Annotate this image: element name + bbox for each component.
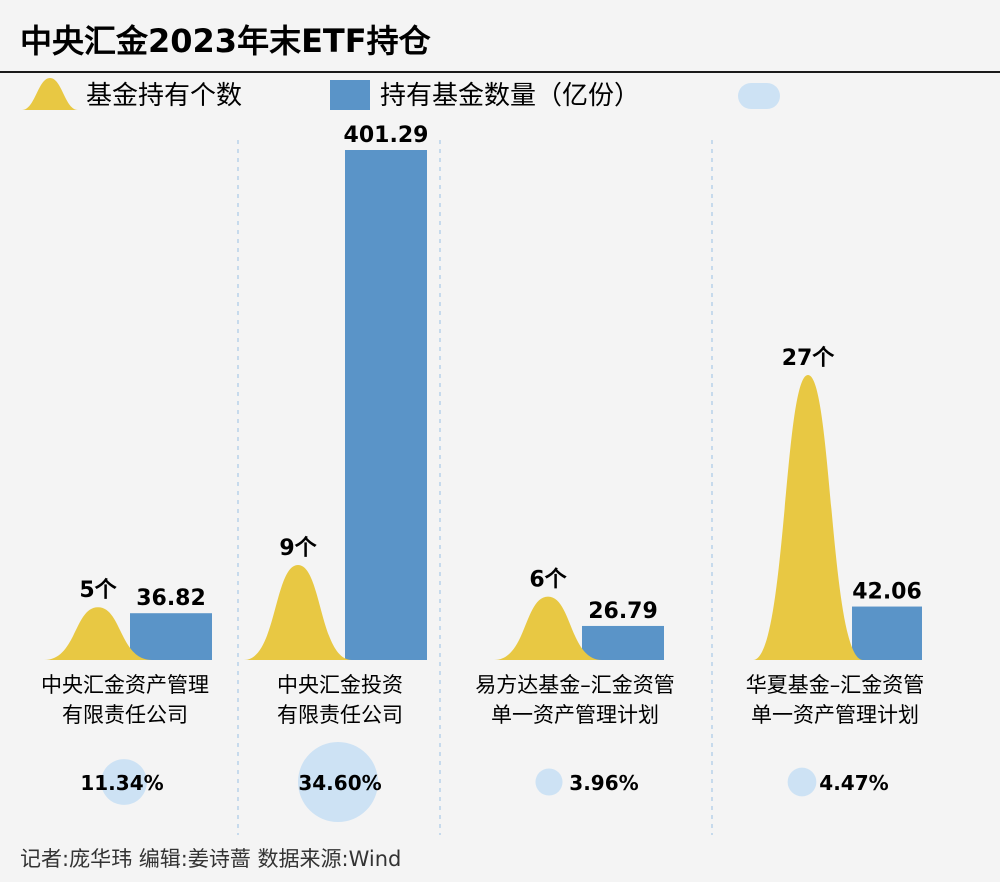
legend-bubble-swatch <box>738 83 780 109</box>
shares-value-label: 42.06 <box>852 580 922 605</box>
shares-bar <box>582 625 664 660</box>
shares-value-label: 401.29 <box>344 123 429 148</box>
share-percent-label: 34.60% <box>298 771 381 795</box>
share-percent-bubble <box>787 767 817 797</box>
category-label: 中央汇金投资 <box>277 673 403 697</box>
legend: 基金持有个数 持有基金数量（亿份） <box>22 78 780 111</box>
chart-title: 中央汇金2023年末ETF持仓 <box>20 22 432 60</box>
legend-count-label: 基金持有个数 <box>86 81 242 111</box>
share-percent-label: 11.34% <box>80 771 163 795</box>
fund-count-bell <box>44 607 152 660</box>
share-percent-label: 3.96% <box>569 771 638 795</box>
share-percent-bubble <box>101 759 147 805</box>
category-label: 单一资产管理计划 <box>751 703 919 727</box>
category-groups: 36.825个中央汇金资产管理有限责任公司11.34%401.299个中央汇金投… <box>41 123 924 822</box>
legend-bar-swatch <box>330 80 370 110</box>
category-label: 单一资产管理计划 <box>491 703 659 727</box>
share-percent-bubble <box>535 768 563 796</box>
fund-count-label: 5个 <box>79 578 117 603</box>
share-percent-label: 4.47% <box>819 771 888 795</box>
column-dividers <box>237 140 713 835</box>
footer-credits: 记者:庞华玮 编辑:姜诗蔷 数据来源:Wind <box>20 847 401 871</box>
fund-count-label: 27个 <box>782 346 836 371</box>
legend-bell-swatch <box>22 78 78 110</box>
shares-bar <box>130 613 212 660</box>
fund-count-bell <box>244 565 352 660</box>
category-label: 中央汇金资产管理 <box>41 673 209 697</box>
fund-count-label: 6个 <box>529 568 567 593</box>
fund-count-bell <box>494 596 602 660</box>
share-percent-bubble <box>298 742 378 822</box>
legend-shares-label: 持有基金数量（亿份） <box>380 81 640 111</box>
fund-count-bell <box>753 375 863 660</box>
category-label: 有限责任公司 <box>62 703 188 727</box>
shares-bar <box>345 150 427 660</box>
fund-count-label: 9个 <box>279 536 317 561</box>
shares-value-label: 26.79 <box>588 599 658 624</box>
category-label: 华夏基金–汇金资管 <box>746 673 925 697</box>
category-label: 有限责任公司 <box>277 703 403 727</box>
shares-bar <box>852 606 922 660</box>
shares-value-label: 36.82 <box>136 586 206 611</box>
category-label: 易方达基金–汇金资管 <box>475 673 675 697</box>
